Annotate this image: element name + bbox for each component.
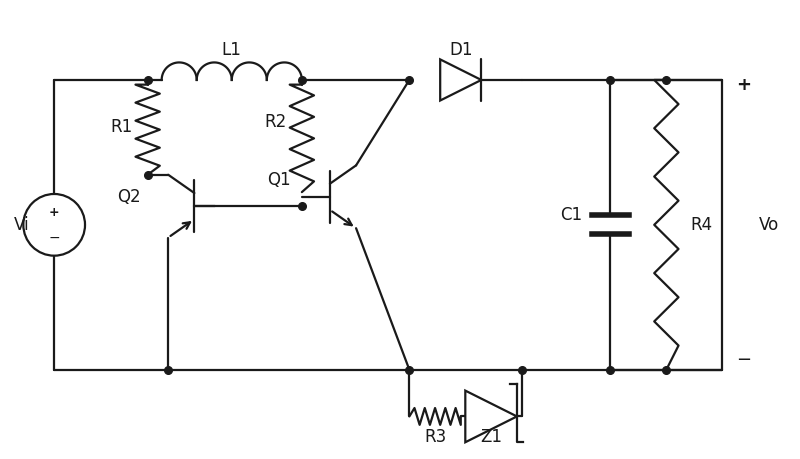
Polygon shape — [440, 59, 482, 101]
Text: C1: C1 — [560, 207, 582, 224]
Text: R2: R2 — [265, 113, 287, 131]
Text: +: + — [49, 206, 59, 219]
Circle shape — [23, 194, 85, 256]
Text: −: − — [48, 231, 60, 245]
Text: R3: R3 — [424, 428, 446, 446]
Text: +: + — [737, 76, 751, 94]
Polygon shape — [466, 391, 517, 442]
Text: Vi: Vi — [14, 216, 30, 234]
Text: R1: R1 — [110, 118, 133, 136]
Text: Q1: Q1 — [266, 171, 290, 189]
Text: Vo: Vo — [759, 216, 779, 234]
Text: Z1: Z1 — [480, 428, 502, 446]
Text: R4: R4 — [691, 216, 713, 234]
Text: −: − — [737, 351, 751, 369]
Text: Q2: Q2 — [117, 188, 141, 206]
Text: D1: D1 — [449, 41, 473, 59]
Text: L1: L1 — [222, 41, 242, 59]
